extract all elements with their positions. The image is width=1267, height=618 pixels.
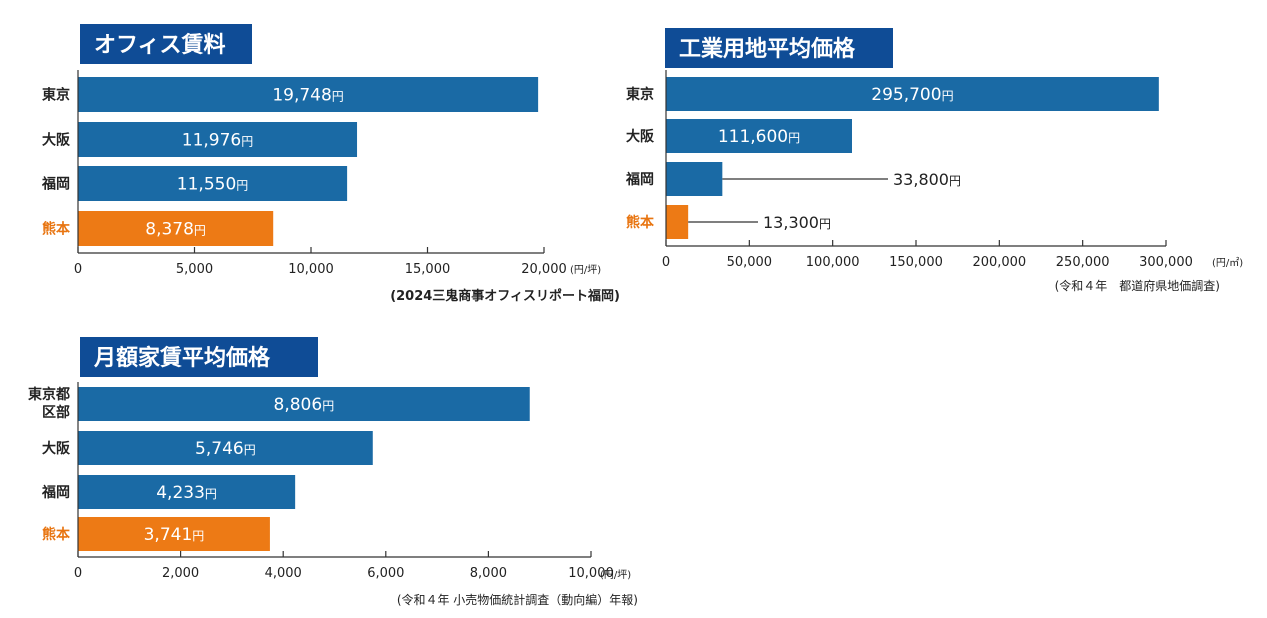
x-tick-label-5: 8,000: [470, 566, 507, 581]
value-unit: 円: [241, 135, 253, 149]
chart-title: オフィス賃料: [94, 33, 226, 58]
value-label-3: 11,550円: [177, 175, 249, 195]
axis-unit-label: (円/坪): [570, 263, 601, 276]
x-tick-label-6: 10,000: [568, 566, 614, 581]
value-label-2: 11,976円: [182, 131, 253, 151]
value-unit: 円: [192, 529, 204, 543]
category-label-4: 熊本: [42, 526, 71, 543]
x-tick-label-2: 2,000: [162, 566, 199, 581]
value-number: 8,806: [274, 395, 323, 415]
x-tick-label-5: 20,000: [521, 262, 567, 277]
value-unit: 円: [194, 224, 206, 238]
value-number: 295,700: [871, 85, 941, 105]
bar-2: [78, 431, 373, 465]
value-number: 111,600: [718, 127, 788, 147]
value-number: 3,741: [144, 525, 193, 545]
bar-4: [666, 205, 689, 239]
source-note: (令和４年 都道府県地価調査): [1055, 278, 1220, 293]
category-label-4: 熊本: [626, 214, 655, 231]
value-label-2: 5,746円: [195, 439, 256, 459]
value-number: 8,378: [145, 220, 194, 240]
value-label-3: 4,233円: [156, 483, 217, 503]
source-note: (2024三鬼商事オフィスリポート福岡): [390, 288, 620, 304]
value-unit: 円: [322, 399, 334, 413]
bar-4: [78, 517, 270, 551]
source-note: (令和４年 小売物価統計調査（動向編）年報): [397, 592, 638, 607]
x-tick-label-2: 50,000: [727, 255, 773, 270]
x-tick-label-1: 0: [662, 255, 670, 270]
category-label-line: 東京都: [28, 386, 70, 403]
value-label-4: 3,741円: [144, 525, 205, 545]
category-label-3: 福岡: [625, 171, 654, 188]
bar-4: [78, 211, 274, 246]
category-label-1: 東京都区部: [28, 386, 70, 421]
category-label-line: 区部: [42, 404, 70, 421]
category-label-2: 大阪: [42, 132, 71, 149]
value-unit: 円: [949, 174, 961, 188]
bar-3: [78, 166, 348, 201]
bar-2: [78, 122, 358, 157]
x-tick-label-1: 0: [74, 262, 82, 277]
value-unit: 円: [244, 443, 256, 457]
x-tick-label-4: 150,000: [889, 255, 943, 270]
value-label-4: 8,378円: [145, 220, 206, 240]
x-tick-label-6: 250,000: [1056, 255, 1110, 270]
x-tick-label-1: 0: [74, 566, 82, 581]
bar-1: [78, 387, 530, 421]
value-label-1: 8,806円: [274, 395, 335, 415]
value-unit: 円: [788, 131, 800, 145]
x-tick-label-3: 10,000: [288, 262, 334, 277]
value-label-3: 33,800円: [893, 170, 961, 189]
value-unit: 円: [332, 90, 344, 104]
x-tick-label-5: 200,000: [972, 255, 1026, 270]
chart-title-box: [80, 24, 252, 64]
axis-unit-label: (円/坪): [600, 568, 631, 581]
bar-1: [78, 77, 539, 112]
value-number: 13,300: [763, 213, 819, 232]
value-unit: 円: [819, 217, 831, 231]
x-tick-label-3: 100,000: [806, 255, 860, 270]
bar-1: [666, 77, 1159, 111]
value-number: 19,748: [272, 86, 331, 106]
category-label-1: 東京: [42, 87, 70, 104]
category-label-3: 福岡: [41, 176, 70, 193]
value-number: 11,976: [182, 131, 241, 151]
category-label-3: 福岡: [41, 484, 70, 501]
x-tick-label-3: 4,000: [265, 566, 302, 581]
bar-3: [78, 475, 296, 509]
chart-title: 月額家賃平均価格: [93, 345, 271, 371]
value-unit: 円: [942, 89, 954, 103]
chart-title-box: [665, 28, 893, 68]
bar-3: [666, 162, 723, 196]
x-tick-label-7: 300,000: [1139, 255, 1193, 270]
value-number: 11,550: [177, 175, 236, 195]
category-label-2: 大阪: [626, 128, 655, 145]
value-label-1: 295,700円: [871, 85, 953, 105]
x-tick-label-4: 15,000: [405, 262, 451, 277]
x-tick-label-4: 6,000: [367, 566, 404, 581]
value-number: 33,800: [893, 170, 949, 189]
value-label-2: 111,600円: [718, 127, 800, 147]
value-label-1: 19,748円: [272, 86, 344, 106]
value-number: 4,233: [156, 483, 205, 503]
value-number: 5,746: [195, 439, 244, 459]
chart-title-box: [80, 337, 318, 377]
category-label-2: 大阪: [42, 440, 71, 457]
value-unit: 円: [205, 487, 217, 501]
x-tick-label-2: 5,000: [176, 262, 213, 277]
axis-unit-label: (円/㎡): [1212, 257, 1243, 269]
bar-2: [666, 119, 852, 153]
value-unit: 円: [236, 179, 248, 193]
category-label-4: 熊本: [42, 221, 71, 238]
chart-title: 工業用地平均価格: [679, 36, 856, 62]
value-label-4: 13,300円: [763, 213, 831, 232]
category-label-1: 東京: [626, 86, 654, 103]
